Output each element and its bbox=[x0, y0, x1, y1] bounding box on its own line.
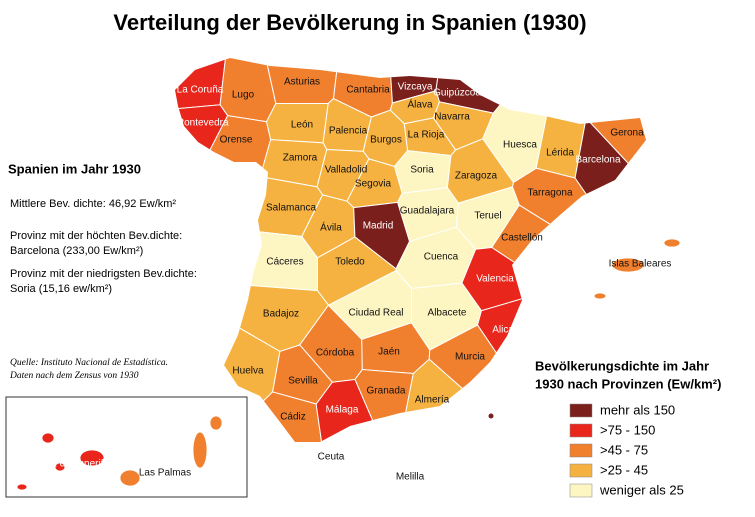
province-label: Segovia bbox=[355, 179, 392, 190]
province-label: Las Palmas bbox=[139, 468, 191, 479]
inset-frame bbox=[5, 396, 248, 498]
legend-swatch bbox=[569, 443, 593, 458]
province-label: Gerona bbox=[610, 128, 644, 139]
island bbox=[119, 469, 141, 487]
legend-swatch bbox=[569, 483, 593, 498]
province-label: Ciudad Real bbox=[348, 308, 403, 319]
legend-swatch bbox=[569, 403, 593, 418]
province-label: Islas Baleares bbox=[609, 259, 672, 270]
province-label: Pontevedra bbox=[177, 118, 229, 129]
legend-label: >45 - 75 bbox=[600, 442, 648, 457]
province-label: Alicante bbox=[492, 325, 528, 336]
province-label: Valencia bbox=[476, 274, 514, 285]
province-label: La Coruña bbox=[177, 85, 224, 96]
province-label: Málaga bbox=[326, 405, 359, 416]
province-label: Madrid bbox=[363, 221, 394, 232]
province-label: Jaén bbox=[378, 347, 400, 358]
province-label: Sevilla bbox=[288, 376, 318, 387]
province-label: León bbox=[291, 120, 313, 131]
source-line: Daten nach dem Zensus von 1930 bbox=[9, 371, 139, 381]
legend-label: weniger als 25 bbox=[599, 482, 684, 497]
province-area bbox=[175, 58, 229, 112]
info-line: Soria (15,16 ew/km²) bbox=[10, 283, 112, 295]
province-label: Cuenca bbox=[424, 252, 459, 263]
island bbox=[488, 413, 494, 419]
province-label: Zaragoza bbox=[455, 171, 498, 182]
province-label: Valladolid bbox=[325, 165, 368, 176]
legend-label: mehr als 150 bbox=[600, 402, 675, 417]
province-label: La Rioja bbox=[408, 130, 445, 141]
province-label: Castellón bbox=[501, 233, 543, 244]
island bbox=[54, 462, 66, 472]
province-label: Cantabria bbox=[346, 85, 390, 96]
province-label: Orense bbox=[220, 135, 253, 146]
title: Verteilung der Bevölkerung in Spanien (1… bbox=[113, 10, 586, 35]
province-label: Albacete bbox=[428, 308, 467, 319]
province-label: Barcelona bbox=[575, 155, 620, 166]
province-area bbox=[435, 58, 555, 114]
province-label: Cáceres bbox=[266, 257, 303, 268]
island bbox=[663, 238, 681, 248]
island bbox=[41, 432, 55, 444]
province-label: Murcia bbox=[455, 352, 485, 363]
info-heading: Spanien im Jahr 1930 bbox=[8, 161, 141, 176]
info: Mittlere Bev. dichte: 46,92 Ew/km² Provin… bbox=[10, 198, 197, 295]
legend-swatch bbox=[569, 463, 593, 478]
province-label: Palencia bbox=[329, 126, 368, 137]
info-line: Provinz mit der niedrigsten Bev.dichte: bbox=[10, 268, 197, 280]
province-label: Lérida bbox=[546, 148, 574, 159]
island bbox=[593, 292, 607, 300]
info-line: Barcelona (233,00 Ew/km²) bbox=[10, 245, 143, 257]
province-label: Córdoba bbox=[316, 348, 355, 359]
island bbox=[79, 449, 105, 467]
province-label: Álava bbox=[407, 98, 432, 111]
province-label: Badajoz bbox=[263, 309, 299, 320]
province-label: Huelva bbox=[232, 366, 264, 377]
info-line: Mittlere Bev. dichte: 46,92 Ew/km² bbox=[10, 198, 176, 210]
province-label: Cádiz bbox=[280, 412, 306, 423]
province-area bbox=[219, 58, 277, 123]
province-label: Navarra bbox=[434, 112, 470, 123]
legend: Bevölkerungsdichte im Jahr 1930 nach Prov… bbox=[535, 358, 721, 497]
province-label: Toledo bbox=[335, 257, 365, 268]
info-line: Provinz mit der höchten Bev.dichte: bbox=[10, 230, 182, 242]
province-label: Ceuta bbox=[318, 452, 345, 463]
province-label: Tarragona bbox=[527, 188, 572, 199]
province-label: Lugo bbox=[232, 90, 255, 101]
province-label: Soria bbox=[410, 165, 434, 176]
province-label: Guadalajara bbox=[400, 206, 455, 217]
province-label: Santa Cruz de Tenerife bbox=[7, 459, 110, 470]
province-label: Melilla bbox=[396, 472, 425, 483]
legend-title: 1930 nach Provinzen (Ew/km²) bbox=[535, 376, 721, 391]
province-label: Vizcaya bbox=[398, 82, 433, 93]
province-label: Ávila bbox=[320, 221, 342, 234]
source-line: Quelle: Instituto Nacional de Estadístic… bbox=[10, 358, 168, 368]
legend-swatch bbox=[569, 423, 593, 438]
province-label: Salamanca bbox=[266, 203, 316, 214]
province-label: Asturias bbox=[284, 77, 320, 88]
province-label: Teruel bbox=[474, 211, 501, 222]
legend-label: >75 - 150 bbox=[600, 422, 655, 437]
province-label: Zamora bbox=[283, 153, 318, 164]
province-area bbox=[261, 58, 342, 104]
source: Quelle: Instituto Nacional de Estadístic… bbox=[9, 358, 168, 381]
province-label: Almería bbox=[415, 395, 450, 406]
province-label: Granada bbox=[367, 386, 406, 397]
province-label: Burgos bbox=[370, 135, 402, 146]
island bbox=[611, 257, 645, 273]
island bbox=[16, 483, 28, 491]
island bbox=[209, 415, 223, 431]
island bbox=[192, 431, 208, 469]
province-label: Guipúzcoa bbox=[433, 88, 481, 99]
province-label: Huesca bbox=[503, 140, 537, 151]
legend-label: >25 - 45 bbox=[600, 462, 648, 477]
legend-title: Bevölkerungsdichte im Jahr bbox=[535, 358, 709, 373]
